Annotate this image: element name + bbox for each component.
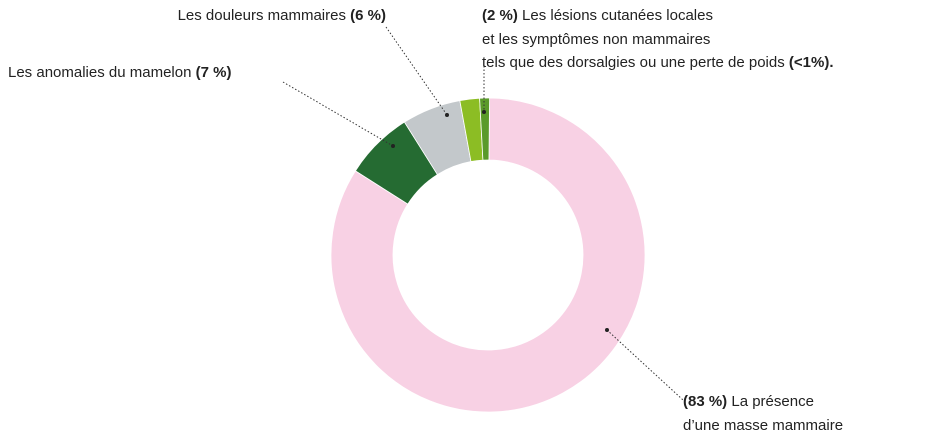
value-label: (6 %) <box>350 7 386 24</box>
leader-line <box>606 329 684 401</box>
leader-dots <box>391 110 609 332</box>
leader-line <box>385 26 448 116</box>
donut-segment <box>330 97 646 413</box>
category: Les anomalies du mamelon <box>8 64 192 81</box>
leader-lines <box>282 26 684 401</box>
category: Les douleurs mammaires <box>177 7 346 24</box>
donut-segment <box>479 97 490 161</box>
label: (2 %) Les lésions cutanées locales et le… <box>482 4 834 75</box>
leader-line <box>282 81 394 147</box>
label: Les douleurs mammaires (6 %) <box>178 4 386 28</box>
category: et les symptômes non mammaires tels que … <box>482 30 785 72</box>
category: Les lésions cutanées locales <box>522 7 713 24</box>
value-label: (2 %) <box>482 7 518 24</box>
category: La présence d’une masse mammaire <box>683 393 844 433</box>
value-label: (<1%). <box>788 54 834 71</box>
leader-dot <box>482 110 486 114</box>
value-label: (7 %) <box>195 64 232 81</box>
leader-dot <box>445 113 449 117</box>
value-label: (83 %) <box>683 393 728 410</box>
leader-dot <box>605 328 609 332</box>
label: Les anomalies du mamelon (7 %) <box>8 61 231 85</box>
leader-dot <box>391 144 395 148</box>
label: (83 %) La présence d’une masse mammaire <box>683 390 843 433</box>
